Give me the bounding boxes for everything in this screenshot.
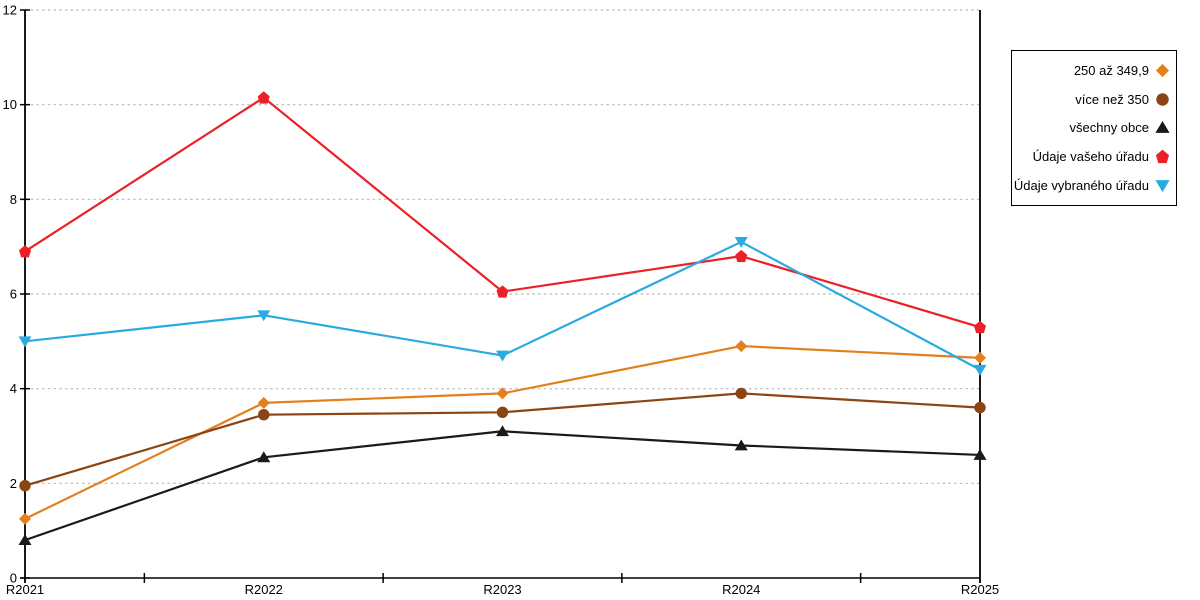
data-point-circle: [19, 480, 31, 492]
data-point-pentagon: [974, 320, 986, 334]
data-point-triangle-up: [257, 451, 271, 463]
x-category-label-R2024: R2024: [722, 582, 760, 597]
diamond-icon: [1155, 63, 1170, 77]
circle-glyph: [1156, 92, 1169, 106]
line-chart-canvas: 0 2 4 6 8 10 12 R2021 R2022 R2023 R2024 R2025: [3, 3, 1000, 598]
y-tick-label-2: 2: [10, 476, 17, 491]
data-point-circle: [974, 401, 986, 414]
data-point-triangle-down: [734, 237, 748, 248]
legend-item-vsechny-obce[interactable]: všechny obce: [1018, 114, 1170, 142]
data-point-pentagon: [19, 245, 31, 258]
legend-item-vice-nez-350[interactable]: více než 350: [1018, 85, 1170, 113]
diamond-glyph: [1155, 63, 1170, 77]
data-point-triangle-up: [973, 448, 987, 460]
y-tick-label-12: 12: [3, 3, 17, 18]
data-point-circle: [496, 406, 509, 419]
data-point-pentagon: [496, 285, 509, 298]
data-point-diamond: [735, 340, 748, 353]
pentagon-icon: [1155, 149, 1170, 164]
x-category-label-R2025: R2025: [961, 582, 999, 597]
data-point-circle: [735, 387, 747, 400]
x-category-label-R2022: R2022: [245, 582, 283, 597]
triangle-down-glyph: [1155, 180, 1170, 193]
legend-label: 250 až 349,9: [1073, 62, 1149, 78]
data-point-diamond: [257, 396, 270, 409]
triangle-up-glyph: [1155, 121, 1170, 134]
y-tick-label-0: 0: [10, 571, 17, 586]
data-point-triangle-down: [18, 336, 32, 348]
chart-legend: 250 až 349,9 více než 350 všechny obce Ú…: [1011, 50, 1177, 206]
data-point-pentagon: [735, 249, 748, 263]
data-point-circle: [258, 409, 270, 421]
x-category-label-R2021: R2021: [6, 582, 44, 597]
legend-item-udaje-vybraneho-uradu[interactable]: Údaje vybraného úřadu: [1014, 172, 1170, 200]
legend-label: všechny obce: [1069, 120, 1150, 136]
data-point-triangle-down: [496, 350, 509, 362]
y-tick-label-4: 4: [10, 381, 17, 396]
legend-label: více než 350: [1075, 91, 1149, 107]
x-category-label-R2023: R2023: [483, 582, 521, 597]
data-point-diamond: [19, 512, 31, 525]
triangle-down-icon: [1155, 180, 1170, 193]
data-point-pentagon: [257, 91, 270, 104]
data-point-diamond: [496, 387, 509, 400]
triangle-up-icon: [1155, 121, 1170, 134]
y-tick-label-8: 8: [10, 192, 17, 207]
data-point-triangle-down: [257, 310, 271, 322]
circle-icon: [1156, 92, 1169, 106]
legend-item-250-az-349[interactable]: 250 až 349,9: [1018, 56, 1170, 84]
data-point-triangle-up: [734, 439, 748, 451]
pentagon-glyph: [1155, 149, 1170, 164]
data-point-diamond: [974, 351, 986, 364]
data-point-triangle-up: [18, 534, 32, 546]
data-point-triangle-up: [496, 425, 509, 437]
series-line-2: [24, 430, 981, 542]
y-tick-label-10: 10: [3, 97, 17, 112]
data-point-triangle-down: [973, 364, 987, 376]
legend-label: Údaje vašeho úřadu: [1032, 149, 1149, 165]
y-tick-label-6: 6: [10, 287, 17, 302]
legend-label: Údaje vybraného úřadu: [1013, 178, 1149, 194]
legend-item-udaje-vaseho-uradu[interactable]: Údaje vašeho úřadu: [1018, 143, 1170, 171]
